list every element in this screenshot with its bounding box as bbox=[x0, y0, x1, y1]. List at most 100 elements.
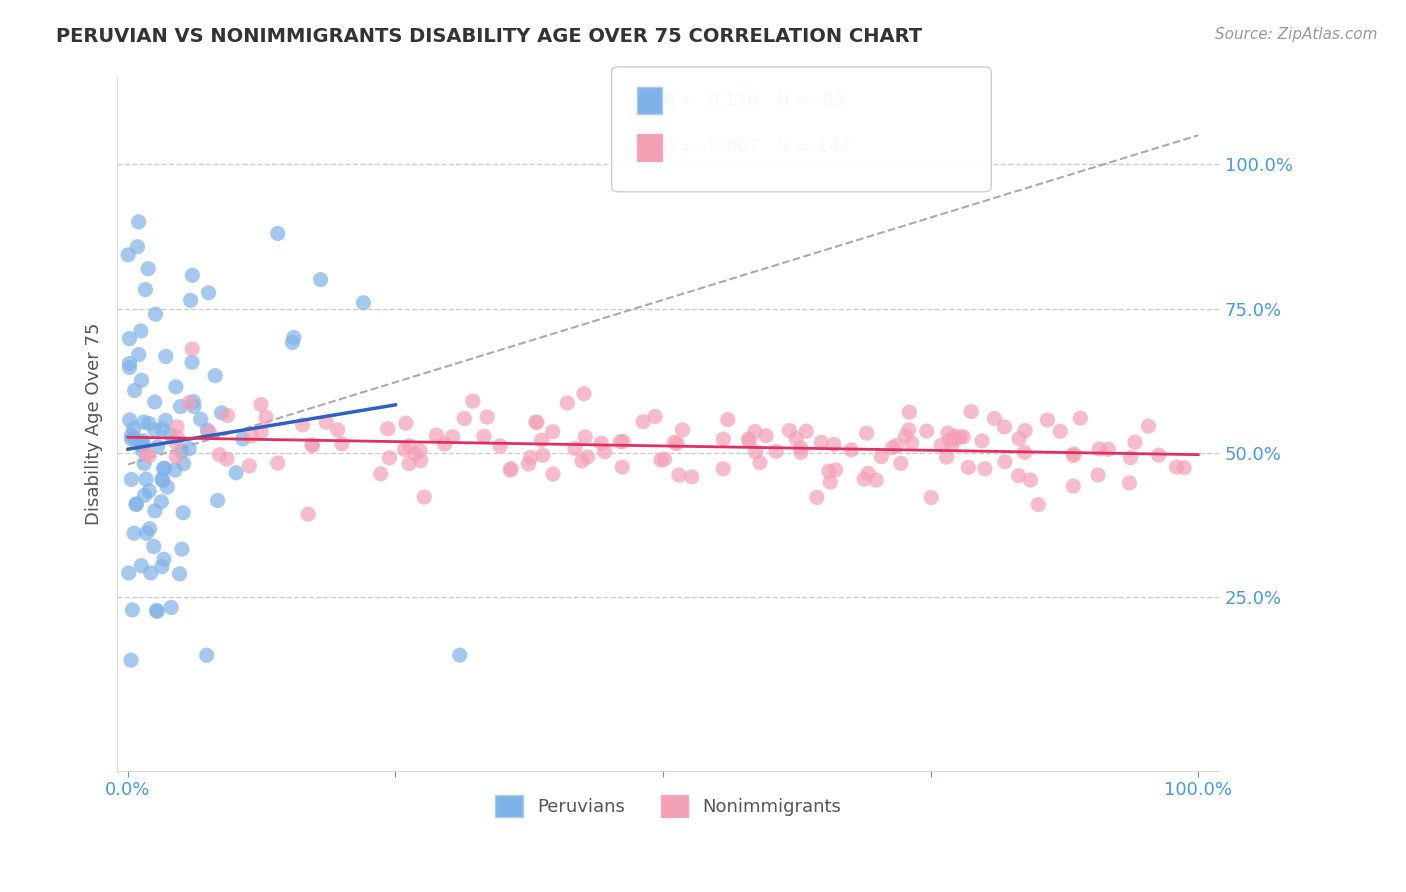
Nonimmigrants bbox=[475, 409, 498, 424]
Peruvians bbox=[127, 240, 149, 254]
Peruvians bbox=[183, 400, 205, 414]
Peruvians bbox=[159, 427, 181, 442]
Nonimmigrants bbox=[920, 491, 942, 505]
Peruvians bbox=[118, 332, 141, 346]
Nonimmigrants bbox=[941, 437, 963, 451]
Y-axis label: Disability Age Over 75: Disability Age Over 75 bbox=[86, 323, 103, 525]
Peruvians bbox=[156, 480, 179, 494]
Text: R = -0.067   N = 147: R = -0.067 N = 147 bbox=[640, 138, 851, 156]
Peruvians bbox=[128, 215, 150, 229]
Peruvians bbox=[197, 285, 219, 300]
Nonimmigrants bbox=[531, 448, 554, 462]
Peruvians bbox=[131, 437, 153, 451]
Peruvians bbox=[143, 395, 166, 409]
Nonimmigrants bbox=[664, 435, 686, 450]
Peruvians bbox=[129, 558, 152, 573]
Peruvians bbox=[267, 227, 290, 241]
Nonimmigrants bbox=[943, 429, 966, 443]
Nonimmigrants bbox=[166, 419, 188, 434]
Nonimmigrants bbox=[217, 409, 239, 423]
Nonimmigrants bbox=[413, 490, 436, 504]
Nonimmigrants bbox=[135, 446, 157, 460]
Peruvians bbox=[152, 474, 174, 488]
Peruvians bbox=[138, 522, 160, 536]
Peruvians bbox=[136, 261, 159, 276]
Peruvians bbox=[160, 600, 183, 615]
Nonimmigrants bbox=[897, 423, 920, 437]
Legend: Peruvians, Nonimmigrants: Peruvians, Nonimmigrants bbox=[488, 788, 849, 824]
Nonimmigrants bbox=[572, 386, 595, 401]
Peruvians bbox=[195, 648, 218, 663]
Peruvians bbox=[150, 495, 173, 509]
Peruvians bbox=[211, 406, 233, 420]
Nonimmigrants bbox=[1062, 479, 1084, 493]
Nonimmigrants bbox=[291, 417, 314, 432]
Nonimmigrants bbox=[810, 435, 832, 450]
Nonimmigrants bbox=[179, 395, 201, 409]
Peruvians bbox=[165, 380, 187, 394]
Peruvians bbox=[155, 350, 177, 364]
Nonimmigrants bbox=[957, 460, 980, 475]
Peruvians bbox=[134, 457, 156, 471]
Nonimmigrants bbox=[524, 415, 547, 429]
Nonimmigrants bbox=[671, 423, 693, 437]
Peruvians bbox=[128, 348, 150, 362]
Nonimmigrants bbox=[856, 467, 879, 481]
Nonimmigrants bbox=[461, 394, 484, 409]
Nonimmigrants bbox=[499, 463, 522, 477]
Peruvians bbox=[118, 566, 141, 580]
Peruvians bbox=[132, 415, 155, 429]
Nonimmigrants bbox=[398, 439, 420, 453]
Peruvians bbox=[169, 400, 191, 414]
Nonimmigrants bbox=[1088, 442, 1111, 456]
Peruvians bbox=[180, 293, 202, 308]
Peruvians bbox=[122, 526, 145, 541]
Peruvians bbox=[146, 440, 169, 454]
Nonimmigrants bbox=[748, 456, 770, 470]
Nonimmigrants bbox=[240, 429, 263, 443]
Nonimmigrants bbox=[1019, 473, 1042, 487]
Nonimmigrants bbox=[778, 424, 800, 438]
Nonimmigrants bbox=[301, 438, 323, 452]
Peruvians bbox=[131, 373, 153, 387]
Nonimmigrants bbox=[208, 448, 231, 462]
Peruvians bbox=[142, 540, 165, 554]
Nonimmigrants bbox=[865, 473, 887, 487]
Nonimmigrants bbox=[453, 411, 475, 425]
Peruvians bbox=[190, 412, 212, 426]
Peruvians bbox=[120, 472, 142, 486]
Nonimmigrants bbox=[138, 449, 160, 463]
Nonimmigrants bbox=[931, 438, 953, 452]
Nonimmigrants bbox=[1087, 467, 1109, 482]
Nonimmigrants bbox=[737, 432, 759, 446]
Peruvians bbox=[352, 295, 374, 310]
Peruvians bbox=[143, 423, 166, 437]
Nonimmigrants bbox=[198, 425, 221, 439]
Nonimmigrants bbox=[517, 457, 540, 471]
Text: PERUVIAN VS NONIMMIGRANTS DISABILITY AGE OVER 75 CORRELATION CHART: PERUVIAN VS NONIMMIGRANTS DISABILITY AGE… bbox=[56, 27, 922, 45]
Peruvians bbox=[225, 466, 247, 480]
Text: R =  0.176   N =  83: R = 0.176 N = 83 bbox=[640, 92, 845, 110]
Nonimmigrants bbox=[166, 431, 188, 445]
Peruvians bbox=[150, 472, 173, 486]
Peruvians bbox=[124, 384, 146, 398]
Nonimmigrants bbox=[541, 467, 564, 481]
Nonimmigrants bbox=[315, 415, 337, 429]
Peruvians bbox=[181, 355, 204, 369]
Nonimmigrants bbox=[377, 422, 399, 436]
Peruvians bbox=[124, 432, 146, 446]
Nonimmigrants bbox=[1008, 432, 1031, 446]
Peruvians bbox=[145, 603, 167, 617]
Peruvians bbox=[117, 248, 139, 262]
Peruvians bbox=[131, 435, 153, 450]
Peruvians bbox=[118, 413, 141, 427]
Peruvians bbox=[153, 461, 176, 475]
Nonimmigrants bbox=[441, 430, 464, 444]
Peruvians bbox=[181, 268, 204, 283]
Peruvians bbox=[138, 483, 160, 498]
Nonimmigrants bbox=[1069, 411, 1091, 425]
Nonimmigrants bbox=[870, 450, 893, 464]
Nonimmigrants bbox=[681, 470, 703, 484]
Peruvians bbox=[283, 330, 305, 344]
Nonimmigrants bbox=[370, 467, 392, 481]
